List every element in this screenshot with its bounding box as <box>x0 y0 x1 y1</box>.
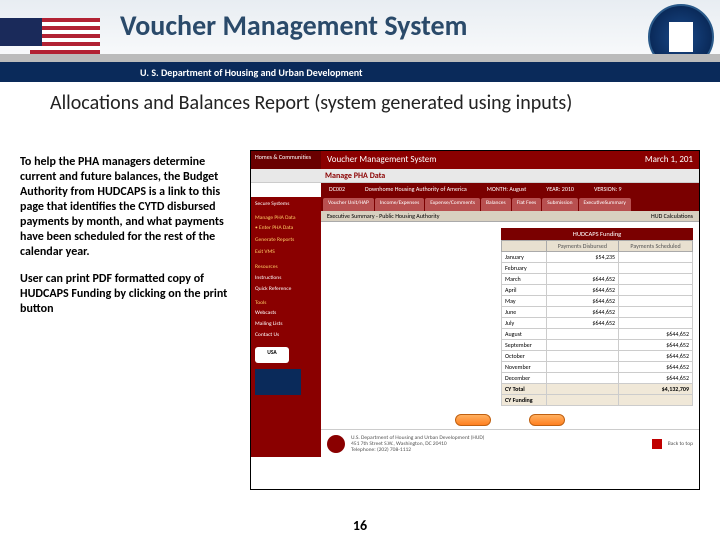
table-row: September$644,652 <box>502 340 693 351</box>
ss-date: March 1, 201 <box>645 154 693 166</box>
paragraph-1: To help the PHA managers determine curre… <box>20 155 230 260</box>
ss-sidebar: Secure Systems Manage PHA Data • Enter P… <box>251 197 321 457</box>
table-row: November$644,652 <box>502 362 693 373</box>
ss-table-title: HUDCAPS Funding <box>501 228 693 240</box>
home-icon[interactable] <box>652 439 662 449</box>
table-row: April$644,652 <box>502 285 693 296</box>
gray-divider <box>0 54 720 62</box>
ss-tabs: Voucher Unit/HAP Income/Expenses Expense… <box>321 197 699 211</box>
table-row: February <box>502 263 693 274</box>
whitehouse-icon <box>255 369 301 395</box>
body-text: To help the PHA managers determine curre… <box>20 155 230 329</box>
page-number: 16 <box>353 517 367 534</box>
table-row: May$644,652 <box>502 296 693 307</box>
table-row: December$644,652 <box>502 373 693 384</box>
tab-flatfees[interactable]: Flat Fees <box>512 198 542 211</box>
slide-title: Voucher Management System <box>120 8 467 43</box>
close-button[interactable] <box>529 414 565 426</box>
table-row: March$644,652 <box>502 274 693 285</box>
dept-bar: U. S. Department of Housing and Urban De… <box>0 62 720 82</box>
subtitle: Allocations and Balances Report (system … <box>50 92 670 115</box>
table-row: October$644,652 <box>502 351 693 362</box>
usa-gov-icon: USA <box>255 347 289 363</box>
hud-logo-icon <box>327 435 345 453</box>
ss-page-title: Manage PHA Data <box>251 169 699 183</box>
paragraph-2: User can print PDF formatted copy of HUD… <box>20 272 230 317</box>
ss-info-bar: DC002 Downhome Housing Authority of Amer… <box>321 183 699 197</box>
ss-footer: U.S. Department of Housing and Urban Dev… <box>321 429 699 457</box>
table-row: July$644,652 <box>502 318 693 329</box>
embedded-screenshot: Homes & Communities Voucher Management S… <box>250 150 700 490</box>
ss-subbar-right: HUD Calculations <box>651 212 693 220</box>
tab-income[interactable]: Income/Expenses <box>375 198 424 211</box>
tab-voucher[interactable]: Voucher Unit/HAP <box>323 198 374 211</box>
tab-exec[interactable]: ExecutiveSummary <box>579 198 631 211</box>
table-row: January$54,235 <box>502 252 693 263</box>
table-row: August$644,652 <box>502 329 693 340</box>
print-button[interactable] <box>455 414 491 426</box>
tab-submission[interactable]: Submission <box>542 198 577 211</box>
ss-app-title: Voucher Management System <box>327 154 436 166</box>
tab-expense[interactable]: Expense/Comments <box>425 198 480 211</box>
table-row: June$644,652 <box>502 307 693 318</box>
tab-balances[interactable]: Balances <box>481 198 511 211</box>
hudcaps-table: Payments Disbursed Payments Scheduled Ja… <box>501 240 693 406</box>
ss-subbar-left: Executive Summary - Public Housing Autho… <box>327 212 439 220</box>
ss-logo-area: Homes & Communities <box>251 151 321 169</box>
